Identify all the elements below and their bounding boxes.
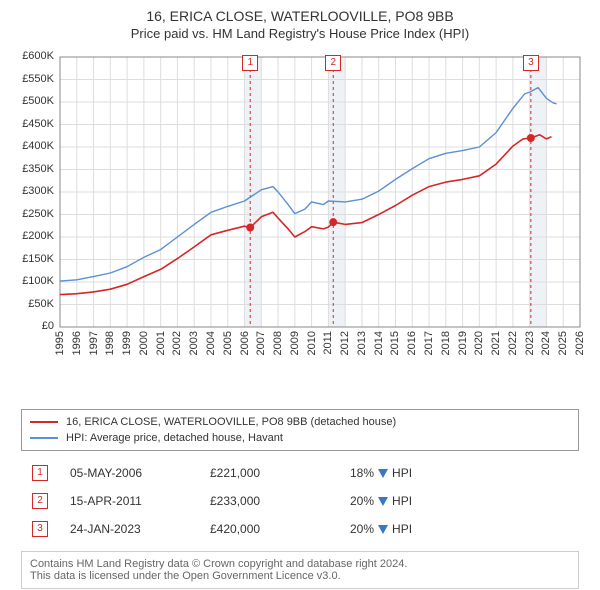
sale-price: £233,000 xyxy=(210,494,350,508)
y-axis-label: £500K xyxy=(10,95,54,107)
sales-table: 1 05-MAY-2006£221,00018% HPI 2 15-APR-2011£2… xyxy=(30,459,570,543)
footer-licence: Contains HM Land Registry data © Crown c… xyxy=(21,551,579,589)
footer-line2: This data is licensed under the Open Gov… xyxy=(30,570,570,582)
arrow-down-icon xyxy=(378,469,388,478)
chart-container: £0 £50K £100K £150K £200K £250K £300K £350K £400… xyxy=(10,47,590,403)
x-axis-label: 2020 xyxy=(473,331,485,355)
legend-swatch xyxy=(30,437,58,439)
event-marker: 2 xyxy=(325,55,341,71)
x-axis-label: 2022 xyxy=(507,331,519,355)
legend-item: HPI: Average price, detached house, Hava… xyxy=(30,430,570,446)
sale-diff: 20% HPI xyxy=(350,494,412,508)
event-marker: 1 xyxy=(242,55,258,71)
x-axis-label: 2005 xyxy=(222,331,234,355)
arrow-down-icon xyxy=(378,497,388,506)
y-axis-label: £600K xyxy=(10,50,54,62)
legend-swatch xyxy=(30,421,58,423)
x-axis-label: 2003 xyxy=(188,331,200,355)
x-axis-label: 2008 xyxy=(272,331,284,355)
y-axis-label: £100K xyxy=(10,275,54,287)
arrow-down-icon xyxy=(378,525,388,534)
y-axis-label: £450K xyxy=(10,118,54,130)
x-axis-label: 1999 xyxy=(121,331,133,355)
legend-label: HPI: Average price, detached house, Hava… xyxy=(66,432,283,444)
x-axis-label: 2025 xyxy=(557,331,569,355)
x-axis-label: 2010 xyxy=(306,331,318,355)
sale-badge: 2 xyxy=(32,493,48,509)
sale-badge: 3 xyxy=(32,521,48,537)
y-axis-label: £200K xyxy=(10,230,54,242)
x-axis-label: 2019 xyxy=(457,331,469,355)
sale-diff-pct: 20% xyxy=(350,494,374,508)
x-axis-label: 2023 xyxy=(524,331,536,355)
chart-title: 16, ERICA CLOSE, WATERLOOVILLE, PO8 9BB xyxy=(0,8,600,24)
y-axis-label: £350K xyxy=(10,163,54,175)
x-axis-label: 2000 xyxy=(138,331,150,355)
sale-row: 1 05-MAY-2006£221,00018% HPI xyxy=(30,459,570,487)
x-axis-label: 2009 xyxy=(289,331,301,355)
y-axis-label: £150K xyxy=(10,253,54,265)
sale-diff: 18% HPI xyxy=(350,466,412,480)
y-axis-label: £0 xyxy=(10,320,54,332)
sale-diff: 20% HPI xyxy=(350,522,412,536)
sale-diff-label: HPI xyxy=(392,494,412,508)
x-axis-label: 1997 xyxy=(88,331,100,355)
sale-row: 2 15-APR-2011£233,00020% HPI xyxy=(30,487,570,515)
legend: 16, ERICA CLOSE, WATERLOOVILLE, PO8 9BB … xyxy=(21,409,579,451)
x-axis-label: 2014 xyxy=(373,331,385,355)
event-marker: 3 xyxy=(523,55,539,71)
x-axis-label: 2017 xyxy=(423,331,435,355)
sale-date: 05-MAY-2006 xyxy=(70,466,210,480)
y-axis-label: £400K xyxy=(10,140,54,152)
sale-badge: 1 xyxy=(32,465,48,481)
y-axis-label: £50K xyxy=(10,298,54,310)
y-axis-label: £550K xyxy=(10,73,54,85)
y-axis-label: £250K xyxy=(10,208,54,220)
x-axis-label: 2021 xyxy=(490,331,502,355)
x-axis-label: 2016 xyxy=(406,331,418,355)
x-axis-label: 2004 xyxy=(205,331,217,355)
sale-diff-pct: 18% xyxy=(350,466,374,480)
x-axis-label: 2013 xyxy=(356,331,368,355)
x-axis-label: 1995 xyxy=(54,331,66,355)
x-axis-label: 2006 xyxy=(239,331,251,355)
x-axis-label: 2018 xyxy=(440,331,452,355)
legend-item: 16, ERICA CLOSE, WATERLOOVILLE, PO8 9BB … xyxy=(30,414,570,430)
x-axis-label: 1998 xyxy=(104,331,116,355)
sale-row: 3 24-JAN-2023£420,00020% HPI xyxy=(30,515,570,543)
sale-diff-pct: 20% xyxy=(350,522,374,536)
x-axis-label: 2024 xyxy=(540,331,552,355)
sale-diff-label: HPI xyxy=(392,522,412,536)
x-axis-label: 2001 xyxy=(155,331,167,355)
x-axis-label: 2012 xyxy=(339,331,351,355)
legend-label: 16, ERICA CLOSE, WATERLOOVILLE, PO8 9BB … xyxy=(66,416,396,428)
x-axis-label: 1996 xyxy=(71,331,83,355)
footer-line1: Contains HM Land Registry data © Crown c… xyxy=(30,558,570,570)
x-axis-label: 2002 xyxy=(171,331,183,355)
x-axis-label: 2011 xyxy=(322,331,334,355)
sale-price: £221,000 xyxy=(210,466,350,480)
sale-price: £420,000 xyxy=(210,522,350,536)
sale-date: 15-APR-2011 xyxy=(70,494,210,508)
x-axis-label: 2015 xyxy=(389,331,401,355)
sale-diff-label: HPI xyxy=(392,466,412,480)
chart-subtitle: Price paid vs. HM Land Registry's House … xyxy=(0,26,600,41)
x-axis-label: 2026 xyxy=(574,331,586,355)
price-chart xyxy=(10,47,590,367)
y-axis-label: £300K xyxy=(10,185,54,197)
x-axis-label: 2007 xyxy=(255,331,267,355)
sale-date: 24-JAN-2023 xyxy=(70,522,210,536)
